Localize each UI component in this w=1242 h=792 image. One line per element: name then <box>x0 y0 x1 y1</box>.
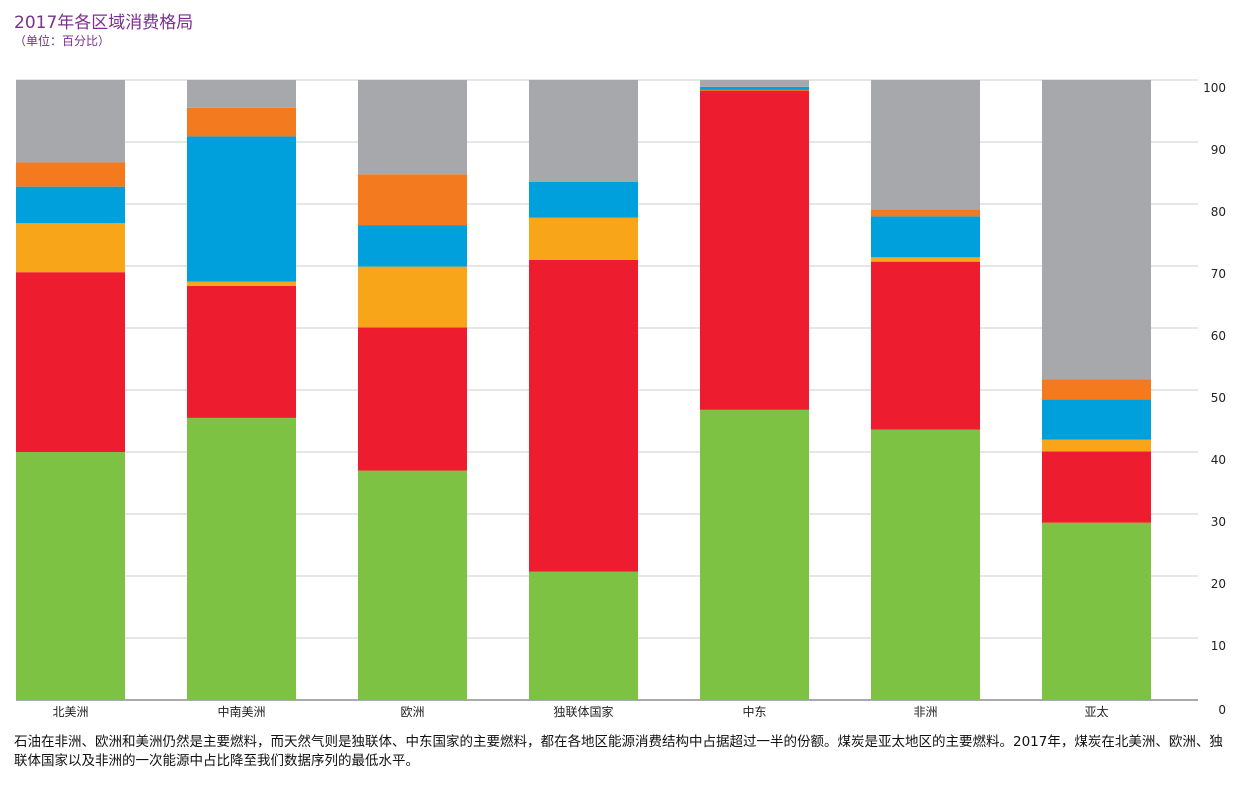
bar-segment <box>1042 451 1151 523</box>
bar-segment <box>187 281 296 286</box>
y-tick-label: 10 <box>1211 639 1226 653</box>
y-tick-label: 0 <box>1218 703 1226 717</box>
category-label: 非洲 <box>913 705 937 719</box>
bar-segment <box>16 223 125 273</box>
bar-segment <box>871 209 980 217</box>
stacked-bar-chart: 0 10 20 30 40 50 60 70 80 90 100 北美洲 中南美洲 欧洲 独联体国家 中东 非… <box>16 79 1226 719</box>
bar-segment <box>871 429 980 700</box>
bar-segment <box>529 259 638 572</box>
bar-segment <box>700 86 809 90</box>
y-axis: 0 10 20 30 40 50 60 70 80 90 100 <box>1203 81 1226 717</box>
chart-title: 2017年各区域消费格局 <box>14 13 194 33</box>
chart-caption: 石油在非洲、欧洲和美洲仍然是主要燃料，而天然气则是独联体、中东国家的主要燃料，都… <box>14 734 1223 769</box>
bar-segment <box>1042 399 1151 440</box>
category-label: 独联体国家 <box>553 704 613 719</box>
bar-segment <box>187 107 296 137</box>
bar-segment <box>358 80 467 175</box>
bar-segment <box>187 136 296 282</box>
bar-segment <box>1042 80 1151 380</box>
bar-segment <box>358 225 467 267</box>
chart-subtitle: （单位：百分比） <box>14 34 111 48</box>
bar-segment <box>700 90 809 410</box>
bar-segment <box>187 80 296 108</box>
bar-segment <box>700 80 809 87</box>
bar-segment <box>871 80 980 210</box>
y-tick-label: 80 <box>1211 205 1226 219</box>
bar-segment <box>1042 379 1151 400</box>
bar-segment <box>871 257 980 262</box>
category-label: 欧洲 <box>400 705 424 719</box>
category-label: 亚太 <box>1084 704 1108 719</box>
category-label: 中南美洲 <box>217 704 265 719</box>
y-tick-label: 30 <box>1211 515 1226 529</box>
x-axis: 北美洲 中南美洲 欧洲 独联体国家 中东 非洲 亚太 <box>52 704 1108 719</box>
y-tick-label: 70 <box>1211 267 1226 281</box>
y-tick-label: 90 <box>1211 143 1226 157</box>
bar-segment <box>1042 439 1151 452</box>
bars <box>16 80 1151 700</box>
bar-segment <box>187 417 296 700</box>
bar-segment <box>529 181 638 218</box>
bar-segment <box>529 217 638 260</box>
bar-segment <box>1042 522 1151 700</box>
y-tick-label: 20 <box>1211 577 1226 591</box>
bar-segment <box>871 216 980 258</box>
bar-segment <box>16 80 125 163</box>
bar-segment <box>16 452 125 700</box>
y-tick-label: 40 <box>1211 453 1226 467</box>
y-tick-label: 60 <box>1211 329 1226 343</box>
bar-segment <box>871 261 980 430</box>
bar-segment <box>358 327 467 471</box>
bar-segment <box>187 285 296 418</box>
bar-segment <box>16 186 125 224</box>
bar-segment <box>16 162 125 187</box>
y-tick-label: 50 <box>1211 391 1226 405</box>
bar-segment <box>529 80 638 182</box>
bar-segment <box>529 571 638 700</box>
category-label: 中东 <box>742 704 766 719</box>
bar-segment <box>700 89 809 91</box>
bar-segment <box>358 174 467 226</box>
bar-segment <box>358 266 467 328</box>
y-tick-label: 100 <box>1203 81 1226 95</box>
bar-segment <box>700 409 809 700</box>
category-label: 北美洲 <box>52 705 88 719</box>
bar-segment <box>16 272 125 452</box>
bar-segment <box>358 470 467 700</box>
